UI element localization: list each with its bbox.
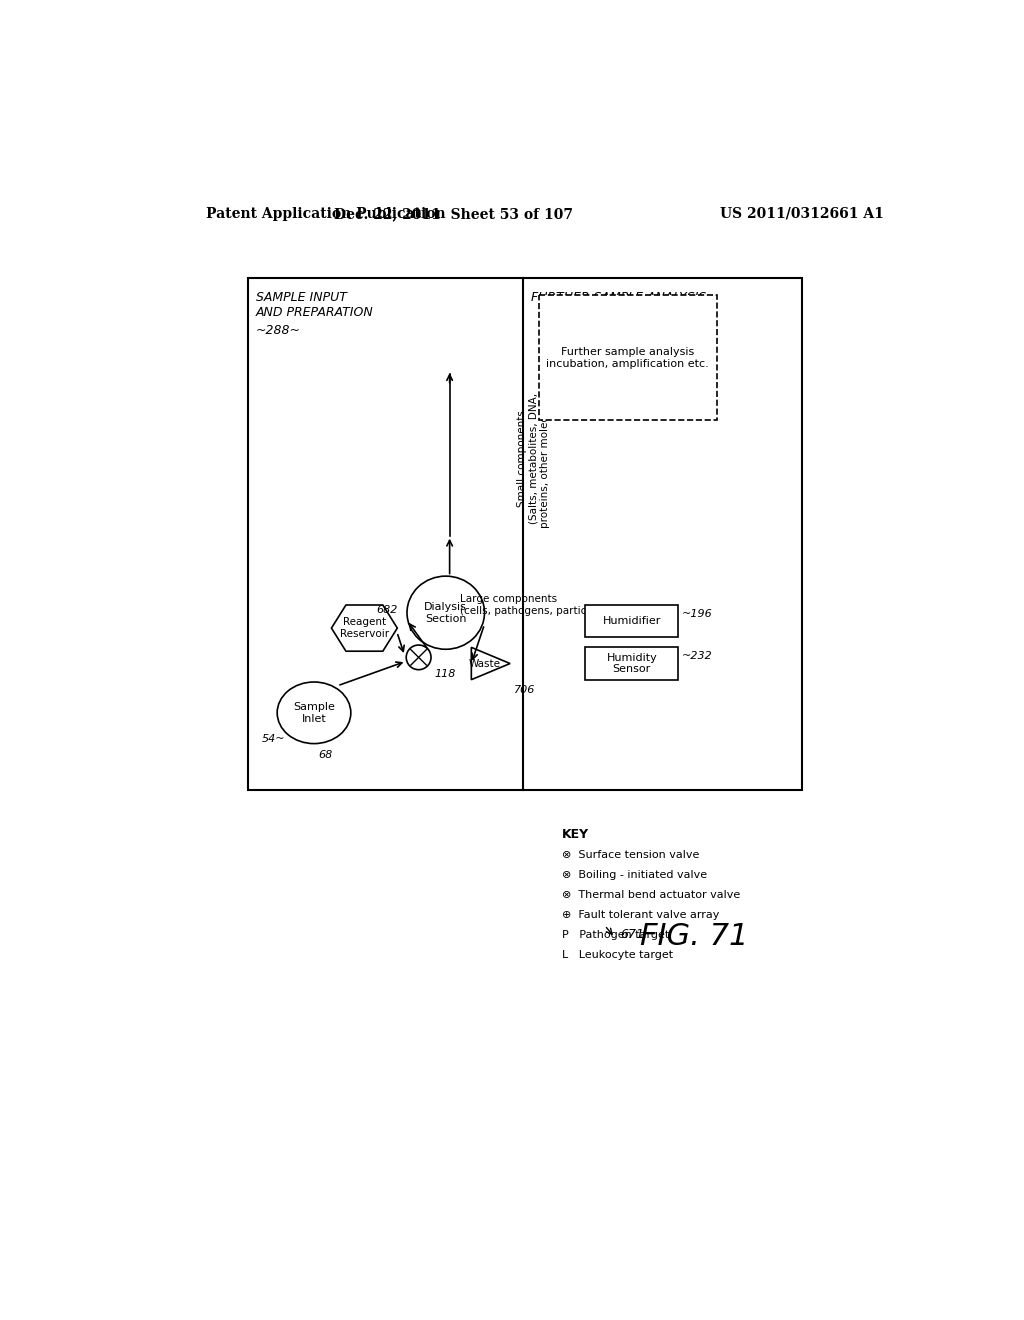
Text: 68: 68 (317, 750, 332, 760)
Text: ⊕  Fault tolerant valve array: ⊕ Fault tolerant valve array (562, 909, 720, 920)
Text: SAMPLE INPUT
AND PREPARATION: SAMPLE INPUT AND PREPARATION (256, 290, 374, 319)
Polygon shape (332, 605, 397, 651)
Text: 118: 118 (434, 669, 456, 678)
Bar (539, 296, 717, 420)
Bar (248, 277, 802, 789)
Text: Humidifier: Humidifier (602, 616, 660, 626)
Text: 671: 671 (621, 928, 644, 941)
Text: Further sample analysis
incubation, amplification etc.: Further sample analysis incubation, ampl… (547, 347, 710, 368)
Text: 54~: 54~ (261, 734, 285, 744)
Text: ⊗  Thermal bend actuator valve: ⊗ Thermal bend actuator valve (562, 890, 740, 900)
Text: Dialysis
Section: Dialysis Section (424, 602, 467, 623)
Text: 682: 682 (376, 605, 397, 615)
Bar (586, 605, 678, 638)
Bar (586, 647, 678, 680)
Text: Patent Application Publication: Patent Application Publication (206, 207, 445, 220)
Circle shape (407, 645, 431, 669)
Text: FURTHER SAMPLE ANALYSIS: FURTHER SAMPLE ANALYSIS (531, 290, 707, 304)
Text: Dec. 22, 2011  Sheet 53 of 107: Dec. 22, 2011 Sheet 53 of 107 (334, 207, 573, 220)
Text: ~232: ~232 (682, 651, 713, 661)
Text: L   Leukocyte target: L Leukocyte target (562, 950, 673, 960)
Text: Sample
Inlet: Sample Inlet (293, 702, 335, 723)
Text: ~684~: ~684~ (566, 323, 611, 337)
Text: Humidity
Sensor: Humidity Sensor (606, 652, 657, 675)
Text: US 2011/0312661 A1: US 2011/0312661 A1 (720, 207, 884, 220)
Polygon shape (471, 647, 510, 680)
Ellipse shape (278, 682, 351, 743)
Text: ~288~: ~288~ (256, 323, 301, 337)
Text: FIG. 71: FIG. 71 (640, 921, 748, 950)
Ellipse shape (407, 576, 484, 649)
Text: P   Pathogen target: P Pathogen target (562, 929, 670, 940)
Text: ⊗  Boiling - initiated valve: ⊗ Boiling - initiated valve (562, 870, 708, 880)
Text: Reagent
Reservoir: Reagent Reservoir (340, 618, 389, 639)
Text: Large components
(cells, pathogens, particles): Large components (cells, pathogens, part… (460, 594, 605, 616)
Text: ~196: ~196 (682, 609, 713, 619)
Text: Waste: Waste (469, 659, 501, 668)
Text: KEY: KEY (562, 829, 589, 841)
Text: 706: 706 (514, 685, 536, 696)
Text: ⊗  Surface tension valve: ⊗ Surface tension valve (562, 850, 699, 859)
Text: Small components
(Salts, metabolites, DNA,
proteins, other molecules): Small components (Salts, metabolites, DN… (517, 389, 550, 528)
